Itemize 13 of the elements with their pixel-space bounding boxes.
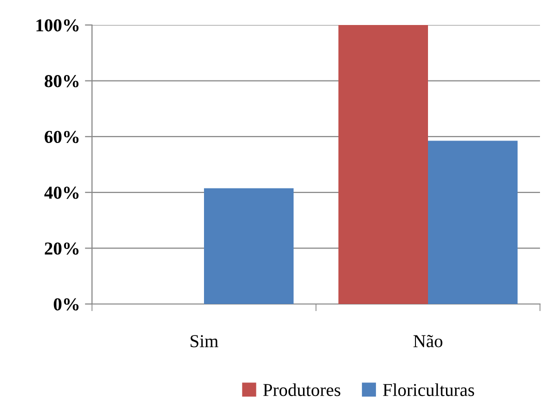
bar (428, 140, 518, 304)
y-tick-label: 0% (54, 298, 78, 310)
y-tick-label: 60% (44, 130, 78, 144)
legend-label: Floriculturas (382, 383, 474, 396)
x-tick-label: Não (413, 334, 442, 348)
y-tick-label: 100% (36, 19, 78, 32)
y-tick-label: 20% (44, 242, 78, 255)
bar (338, 25, 428, 304)
y-tick-label: 80% (44, 75, 78, 88)
bar (204, 188, 294, 304)
legend-label: Produtores (263, 383, 340, 396)
x-tick-label: Sim (190, 335, 218, 348)
y-tick-label: 40% (44, 186, 78, 199)
